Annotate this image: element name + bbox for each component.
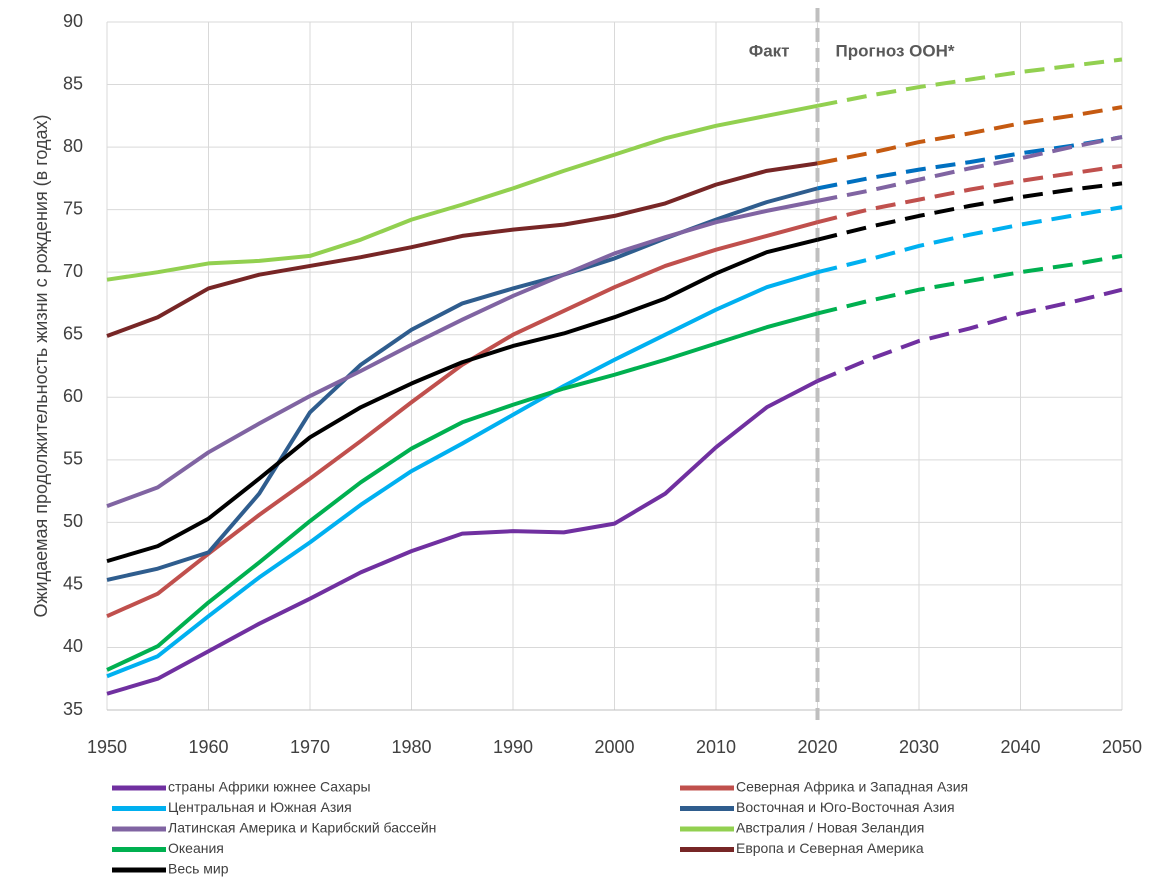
y-tick-label: 45 — [63, 574, 83, 594]
forecast-line — [817, 135, 1123, 191]
legend-label: Европа и Северная Америка — [736, 840, 924, 856]
forecast-line — [817, 205, 1123, 275]
forecast-line — [817, 163, 1123, 225]
x-tick-label: 2030 — [899, 737, 939, 757]
series-line — [106, 379, 819, 696]
y-tick-label: 35 — [63, 699, 83, 719]
legend-label: Северная Африка и Западная Азия — [736, 779, 968, 795]
x-tick-label: 1970 — [290, 737, 330, 757]
legend-label: Весь мир — [168, 861, 229, 877]
x-tick-label: 2020 — [797, 737, 837, 757]
x-tick-label: 1960 — [188, 737, 228, 757]
y-tick-label: 70 — [63, 261, 83, 281]
series-line — [106, 161, 818, 338]
x-tick-label: 2040 — [1000, 737, 1040, 757]
y-tick-label: 40 — [63, 636, 83, 656]
annotation: Факт — [749, 41, 790, 60]
y-tick-label: 75 — [63, 198, 83, 218]
forecast-line — [817, 105, 1123, 166]
series-line — [106, 103, 818, 282]
legend-label: Центральная и Южная Азия — [168, 799, 352, 815]
y-tick-label: 55 — [63, 449, 83, 469]
x-tick-label: 1990 — [493, 737, 533, 757]
legend-label: страны Африки южнее Сахары — [168, 779, 371, 795]
y-tick-label: 80 — [63, 136, 83, 156]
y-tick-label: 90 — [63, 11, 83, 31]
legend-label: Латинская Америка и Карибский бассейн — [168, 820, 436, 836]
y-tick-label: 60 — [63, 386, 83, 406]
y-tick-label: 85 — [63, 73, 83, 93]
x-tick-label: 1950 — [87, 737, 127, 757]
x-tick-label: 1980 — [391, 737, 431, 757]
annotation: Прогноз ООН* — [836, 41, 955, 60]
y-tick-label: 50 — [63, 511, 83, 531]
series-line — [106, 186, 819, 582]
forecast-line — [817, 57, 1123, 108]
series-line — [106, 270, 819, 679]
x-tick-label: 2010 — [696, 737, 736, 757]
series-line — [106, 198, 818, 508]
forecast-line — [816, 287, 1123, 383]
series-line — [106, 311, 819, 672]
legend-label: Восточная и Юго-Восточная Азия — [736, 799, 955, 815]
forecast-line — [817, 135, 1123, 203]
x-tick-label: 2050 — [1102, 737, 1142, 757]
series-line — [106, 220, 819, 619]
forecast-line — [817, 253, 1123, 316]
forecast-line — [817, 181, 1123, 242]
legend-label: Океания — [168, 840, 224, 856]
series-line — [106, 237, 818, 564]
y-axis-label: Ожидаемая продолжительность жизни с рожд… — [31, 114, 51, 617]
y-tick-label: 65 — [63, 323, 83, 343]
legend-label: Австралия / Новая Зеландия — [736, 820, 924, 836]
x-tick-label: 2000 — [594, 737, 634, 757]
